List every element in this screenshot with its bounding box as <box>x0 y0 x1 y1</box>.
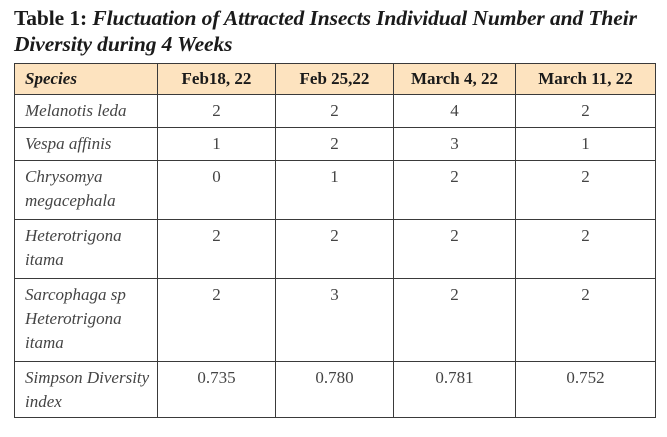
diversity-value-cell: 0.752 <box>515 361 656 418</box>
table-row: Chrysomya megacephala 0 1 2 2 <box>14 160 656 220</box>
count-cell: 1 <box>515 127 656 161</box>
count-cell: 2 <box>157 94 276 128</box>
count-cell: 2 <box>157 219 276 279</box>
table-row: Heterotrigona itama 2 2 2 2 <box>14 219 656 279</box>
count-cell: 0 <box>157 160 276 220</box>
diversity-value-cell: 0.735 <box>157 361 276 418</box>
species-name: Chrysomya megacephala <box>14 160 158 220</box>
count-cell: 2 <box>157 278 276 362</box>
count-cell: 2 <box>515 278 656 362</box>
table-label: Table 1: <box>14 6 88 30</box>
count-cell: 3 <box>275 278 394 362</box>
count-cell: 4 <box>393 94 516 128</box>
count-cell: 2 <box>275 127 394 161</box>
count-cell: 2 <box>393 160 516 220</box>
table-row: Vespa affinis 1 2 3 1 <box>14 127 656 161</box>
diversity-value-cell: 0.780 <box>275 361 394 418</box>
table-title: Fluctuation of Attracted Insects Individ… <box>14 6 637 56</box>
column-header-week-2: Feb 25,22 <box>275 63 394 95</box>
count-cell: 3 <box>393 127 516 161</box>
count-cell: 2 <box>515 219 656 279</box>
count-cell: 1 <box>157 127 276 161</box>
column-header-week-4: March 11, 22 <box>515 63 656 95</box>
count-cell: 2 <box>515 94 656 128</box>
species-name: Sarcophaga sp Heterotrigona itama <box>14 278 158 362</box>
column-header-week-3: March 4, 22 <box>393 63 516 95</box>
diversity-value-cell: 0.781 <box>393 361 516 418</box>
count-cell: 2 <box>275 219 394 279</box>
column-header-week-1: Feb18, 22 <box>157 63 276 95</box>
count-cell: 2 <box>393 219 516 279</box>
table-row-diversity-index: Simpson Diversity index 0.735 0.780 0.78… <box>14 361 656 418</box>
table-row: Sarcophaga sp Heterotrigona itama 2 3 2 … <box>14 278 656 362</box>
count-cell: 2 <box>515 160 656 220</box>
table-row: Melanotis leda 2 2 4 2 <box>14 94 656 128</box>
count-cell: 2 <box>275 94 394 128</box>
table-caption: Table 1: Fluctuation of Attracted Insect… <box>14 5 664 57</box>
count-cell: 2 <box>393 278 516 362</box>
species-name: Vespa affinis <box>14 127 158 161</box>
species-name: Melanotis leda <box>14 94 158 128</box>
diversity-index-label: Simpson Diversity index <box>14 361 158 418</box>
header-row: Species Feb18, 22 Feb 25,22 March 4, 22 … <box>14 63 656 95</box>
insect-diversity-table: Species Feb18, 22 Feb 25,22 March 4, 22 … <box>14 63 656 418</box>
column-header-species: Species <box>14 63 158 95</box>
species-name: Heterotrigona itama <box>14 219 158 279</box>
count-cell: 1 <box>275 160 394 220</box>
